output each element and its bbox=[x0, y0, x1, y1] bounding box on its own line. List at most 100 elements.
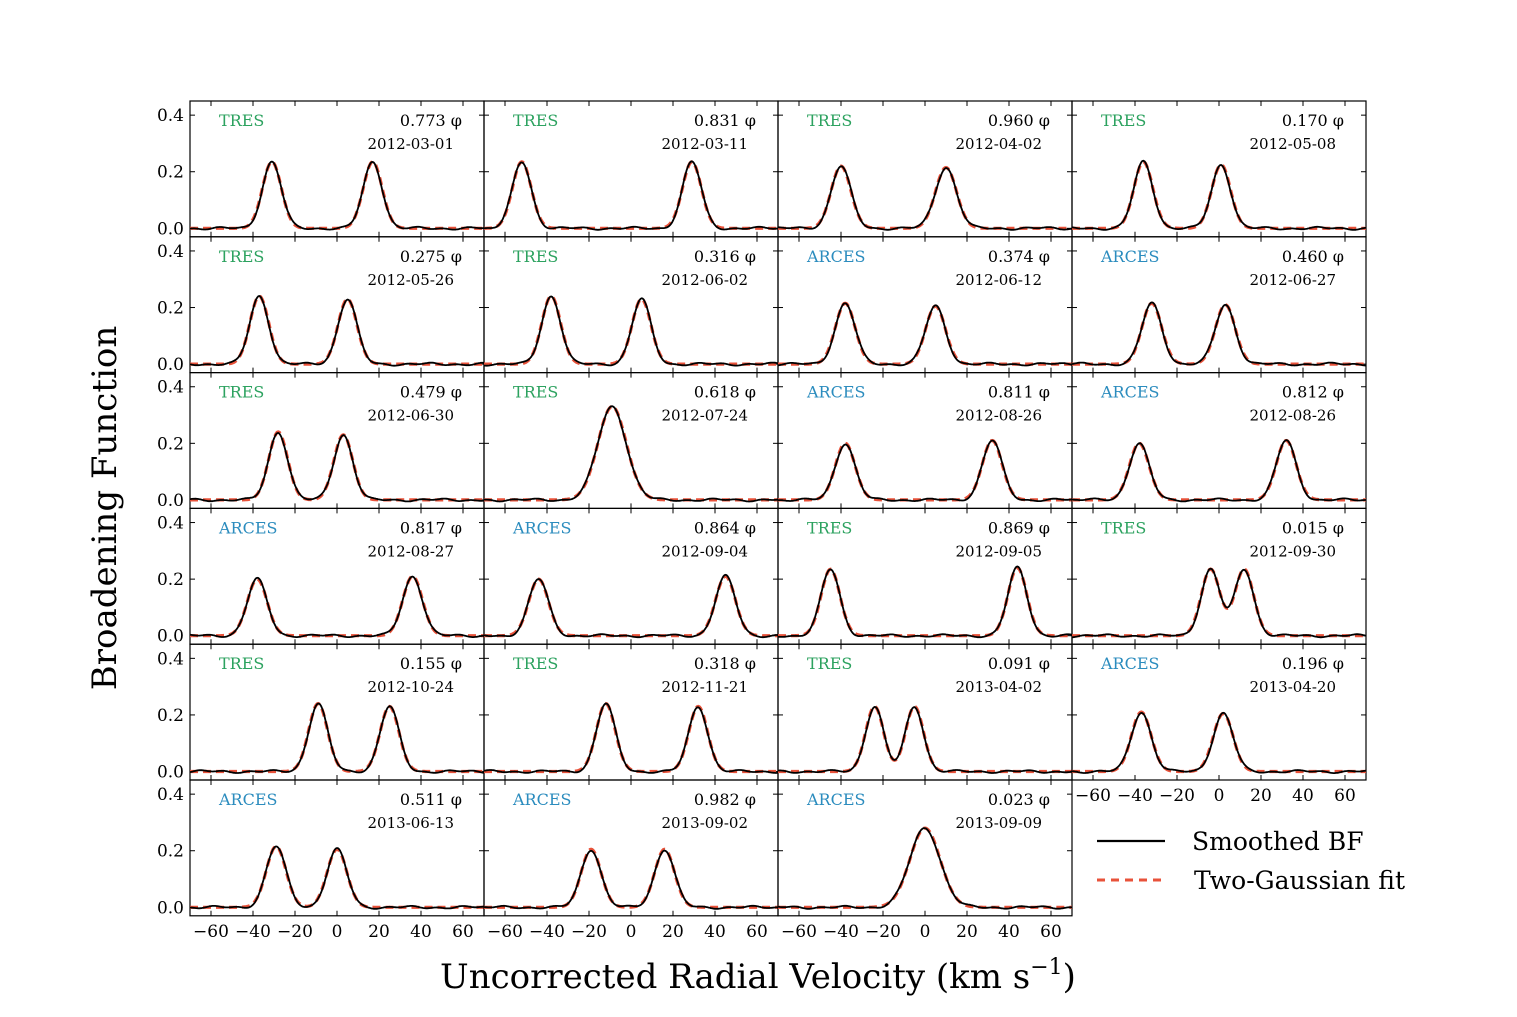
phase-label: 0.091 φ bbox=[988, 654, 1050, 673]
instrument-label: TRES bbox=[513, 383, 558, 402]
y-tick-label: 0.2 bbox=[157, 299, 184, 319]
x-tick-label: 0 bbox=[332, 922, 343, 942]
phase-label: 0.196 φ bbox=[1282, 654, 1344, 673]
y-tick-label: 0.0 bbox=[157, 898, 184, 918]
smoothed-bf-line bbox=[1072, 711, 1367, 774]
phase-label: 0.479 φ bbox=[400, 383, 462, 402]
y-tick-label: 0.2 bbox=[157, 706, 184, 726]
date-label: 2012-06-27 bbox=[1250, 271, 1336, 289]
x-tick-label: −60 bbox=[193, 922, 229, 942]
phase-label: 0.773 φ bbox=[400, 111, 462, 130]
x-tick-label: 40 bbox=[410, 922, 432, 942]
y-tick-label: 0.0 bbox=[157, 355, 184, 375]
x-tick-label: 0 bbox=[626, 922, 637, 942]
two-gaussian-fit-line bbox=[1072, 301, 1366, 366]
date-label: 2013-09-02 bbox=[662, 814, 748, 832]
phase-label: 0.811 φ bbox=[988, 383, 1050, 402]
smoothed-bf-line bbox=[1072, 439, 1366, 503]
panel-4: TRES 0.170 φ 2012-05-08 bbox=[1071, 100, 1367, 238]
two-gaussian-fit-line bbox=[778, 438, 1072, 502]
smoothed-bf-line bbox=[483, 295, 779, 367]
instrument-label: ARCES bbox=[218, 790, 277, 809]
instrument-label: ARCES bbox=[512, 790, 571, 809]
instrument-label: TRES bbox=[807, 654, 852, 673]
phase-label: 0.374 φ bbox=[988, 247, 1050, 266]
x-tick-label: −40 bbox=[529, 922, 565, 942]
instrument-label: TRES bbox=[513, 247, 558, 266]
instrument-label: ARCES bbox=[806, 383, 865, 402]
two-gaussian-fit-line bbox=[1072, 438, 1366, 502]
two-gaussian-fit-line bbox=[1072, 160, 1366, 230]
two-gaussian-fit-line bbox=[190, 844, 484, 909]
panel-14: ARCES 0.864 φ 2012-09-04 bbox=[483, 507, 779, 645]
date-label: 2013-04-20 bbox=[1250, 678, 1336, 696]
smoothed-bf-line bbox=[189, 575, 484, 638]
panel-16: TRES 0.015 φ 2012-09-30 bbox=[1071, 507, 1367, 645]
two-gaussian-fit-line bbox=[190, 160, 484, 230]
panel-21: 0.0 0.2 0.4 −60 −40 −20 0 20 40 60 ARCES 0.511 φ 201… bbox=[157, 779, 485, 942]
legend: Smoothed BF Two-Gaussian fit bbox=[1097, 827, 1405, 895]
y-tick-label: 0.0 bbox=[157, 627, 184, 647]
two-gaussian-fit-line bbox=[484, 160, 778, 230]
x-axis-title-superscript: −1 bbox=[1030, 955, 1062, 980]
x-tick-label: −20 bbox=[865, 922, 901, 942]
y-tick-label: 0.0 bbox=[157, 491, 184, 511]
x-tick-label: 60 bbox=[1334, 786, 1356, 806]
date-label: 2012-05-26 bbox=[368, 271, 454, 289]
smoothed-bf-line bbox=[1071, 159, 1367, 231]
panel-22: −60 −40 −20 0 20 40 60 ARCES 0.982 φ 2013-09-02 bbox=[483, 779, 779, 942]
date-label: 2012-06-30 bbox=[368, 407, 454, 425]
x-tick-label: −40 bbox=[1117, 786, 1153, 806]
panel-17: 0.0 0.2 0.4 TRES 0.155 φ 2012-10-24 bbox=[157, 643, 485, 783]
x-axis-title: Uncorrected Radial Velocity (km s−1) bbox=[440, 955, 1076, 997]
x-tick-label: 60 bbox=[1040, 922, 1062, 942]
two-gaussian-fit-line bbox=[484, 574, 778, 638]
smoothed-bf-line bbox=[189, 702, 485, 774]
date-label: 2013-04-02 bbox=[956, 678, 1042, 696]
smoothed-bf-line bbox=[483, 702, 778, 774]
legend-fit-label: Two-Gaussian fit bbox=[1194, 866, 1405, 895]
smoothed-bf-line bbox=[777, 827, 1072, 910]
date-label: 2012-09-04 bbox=[662, 542, 748, 560]
panels-layer: 0.0 0.2 0.4 TRES 0.773 φ 2012-03-01 TRES 0.831 … bbox=[157, 100, 1367, 942]
y-tick-label: 0.4 bbox=[157, 785, 184, 805]
y-tick-label: 0.2 bbox=[157, 434, 184, 454]
smoothed-bf-line bbox=[189, 295, 484, 367]
instrument-label: ARCES bbox=[1100, 247, 1159, 266]
instrument-label: ARCES bbox=[806, 247, 865, 266]
phase-label: 0.982 φ bbox=[694, 790, 756, 809]
y-tick-label: 0.2 bbox=[157, 570, 184, 590]
x-tick-label: 40 bbox=[704, 922, 726, 942]
x-tick-label: −20 bbox=[277, 922, 313, 942]
panel-1: 0.0 0.2 0.4 TRES 0.773 φ 2012-03-01 bbox=[157, 100, 485, 239]
panel-15: TRES 0.869 φ 2012-09-05 bbox=[777, 507, 1073, 645]
panel-11: ARCES 0.811 φ 2012-08-26 bbox=[777, 372, 1073, 510]
panel-12: ARCES 0.812 φ 2012-08-26 bbox=[1071, 372, 1367, 510]
panel-13: 0.0 0.2 0.4 ARCES 0.817 φ 2012-08-27 bbox=[157, 507, 485, 647]
panel-6: TRES 0.316 φ 2012-06-02 bbox=[483, 236, 779, 374]
phase-label: 0.511 φ bbox=[400, 790, 462, 809]
x-tick-label: 0 bbox=[920, 922, 931, 942]
date-label: 2013-09-09 bbox=[956, 814, 1042, 832]
two-gaussian-fit-line bbox=[484, 701, 778, 774]
smoothed-bf-line bbox=[483, 849, 778, 910]
phase-label: 0.170 φ bbox=[1282, 111, 1344, 130]
x-tick-label: 40 bbox=[998, 922, 1020, 942]
y-tick-label: 0.4 bbox=[157, 514, 184, 534]
x-tick-label: 60 bbox=[452, 922, 474, 942]
instrument-label: TRES bbox=[219, 247, 264, 266]
x-tick-label: −40 bbox=[235, 922, 271, 942]
smoothed-bf-line bbox=[1071, 567, 1367, 639]
panel-7: ARCES 0.374 φ 2012-06-12 bbox=[777, 236, 1073, 374]
x-tick-label: 20 bbox=[1250, 786, 1272, 806]
phase-label: 0.960 φ bbox=[988, 111, 1050, 130]
date-label: 2012-09-05 bbox=[956, 542, 1042, 560]
instrument-label: ARCES bbox=[1100, 383, 1159, 402]
smoothed-bf-line bbox=[777, 302, 1073, 367]
x-tick-label: −60 bbox=[487, 922, 523, 942]
phase-label: 0.155 φ bbox=[400, 654, 462, 673]
panel-19: TRES 0.091 φ 2013-04-02 bbox=[777, 643, 1073, 781]
phase-label: 0.460 φ bbox=[1282, 247, 1344, 266]
instrument-label: TRES bbox=[807, 111, 852, 130]
